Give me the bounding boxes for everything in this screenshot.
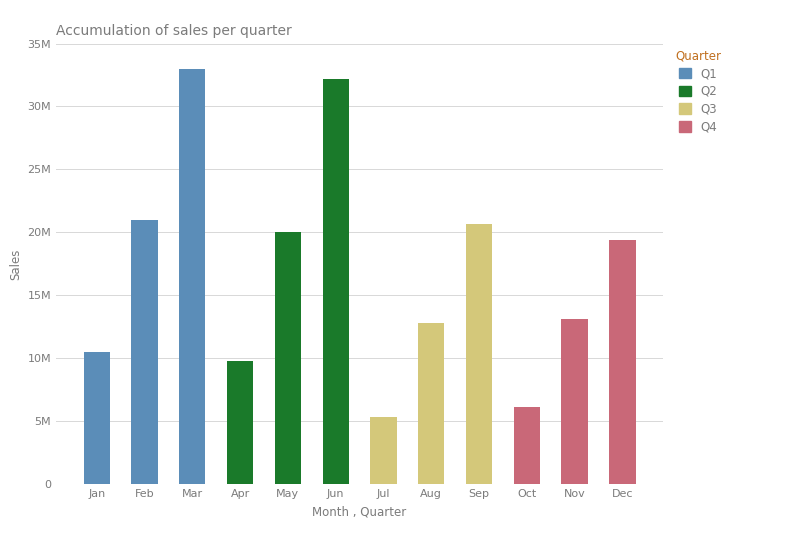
Y-axis label: Sales: Sales xyxy=(9,248,22,280)
Bar xyxy=(610,240,635,484)
Bar xyxy=(514,407,540,484)
Bar xyxy=(562,319,588,484)
Bar xyxy=(323,79,349,484)
Bar xyxy=(131,220,157,484)
Legend: Q1, Q2, Q3, Q4: Q1, Q2, Q3, Q4 xyxy=(675,50,721,133)
Bar xyxy=(179,69,205,484)
Bar xyxy=(466,224,492,484)
Bar xyxy=(84,352,109,484)
Bar xyxy=(275,232,301,484)
Bar xyxy=(370,417,396,484)
Bar xyxy=(418,323,444,484)
Text: Accumulation of sales per quarter: Accumulation of sales per quarter xyxy=(56,24,292,38)
X-axis label: Month , Quarter: Month , Quarter xyxy=(312,506,407,519)
Bar xyxy=(227,361,253,484)
